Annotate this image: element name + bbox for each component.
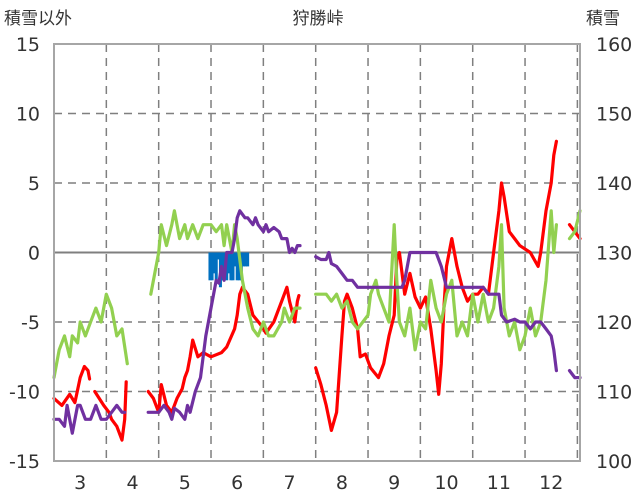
series-line-purple — [314, 250, 558, 373]
right-tick-label: 140 — [596, 173, 632, 195]
x-tick-label: 3 — [74, 472, 86, 494]
snow-bar — [210, 252, 214, 281]
series-line-red — [52, 364, 92, 407]
right-tick-label: 150 — [596, 104, 632, 126]
snow-bar — [235, 252, 239, 281]
x-tick-label: 11 — [487, 472, 511, 494]
snow-bar — [241, 252, 245, 267]
x-tick-label: 9 — [388, 472, 400, 494]
snow-bar — [231, 252, 235, 281]
right-axis-label: 積雪 — [586, 9, 620, 29]
x-tick-label: 6 — [231, 472, 243, 494]
right-tick-label: 110 — [596, 382, 632, 404]
left-tick-label: 15 — [16, 34, 40, 56]
right-tick-label: 160 — [596, 34, 632, 56]
right-tick-label: 100 — [596, 451, 632, 473]
series-line-green — [314, 209, 558, 352]
right-tick-label: 130 — [596, 243, 632, 265]
x-tick-labels: 3 4 5 6 7 8 9 10 11 12 — [74, 472, 563, 494]
snow-bar — [216, 252, 220, 260]
left-tick-label: 10 — [16, 104, 40, 126]
left-tick-label: -10 — [9, 382, 40, 404]
snow-bar — [244, 252, 248, 267]
series-line-red — [93, 380, 128, 442]
series-line-purple — [567, 369, 582, 380]
snow-bar — [214, 252, 218, 281]
right-tick-label: 120 — [596, 312, 632, 334]
x-tick-label: 8 — [336, 472, 348, 494]
plot-frame — [53, 43, 581, 462]
left-tick-label: 0 — [28, 243, 40, 265]
series-line-red — [314, 139, 558, 432]
series-line-green — [567, 209, 582, 241]
snow-bar — [208, 252, 212, 281]
series-line-green — [149, 209, 302, 338]
x-tick-label: 5 — [179, 472, 191, 494]
x-tick-label: 4 — [126, 472, 138, 494]
right-tick-labels: 160 150 140 130 120 110 100 — [596, 34, 632, 473]
x-tick-label: 10 — [434, 472, 458, 494]
left-tick-label: -15 — [9, 451, 40, 473]
series-lines — [52, 139, 582, 442]
x-tick-label: 12 — [539, 472, 563, 494]
snow-bar — [227, 252, 231, 274]
left-tick-label: 5 — [28, 173, 40, 195]
chart-title: 狩勝峠 — [293, 9, 344, 29]
left-axis-label: 積雪以外 — [4, 9, 72, 29]
snow-bar — [212, 252, 216, 274]
series-line-red — [146, 285, 301, 414]
series-line-green — [52, 292, 129, 380]
snow-bar — [233, 252, 237, 267]
series-line-purple — [146, 209, 302, 421]
left-tick-label: -5 — [21, 312, 40, 334]
snow-bar — [229, 252, 233, 281]
snow-bar — [246, 252, 250, 267]
left-tick-labels: 15 10 5 0 -5 -10 -15 — [9, 34, 40, 473]
x-tick-label: 7 — [283, 472, 295, 494]
series-line-purple — [52, 403, 127, 435]
